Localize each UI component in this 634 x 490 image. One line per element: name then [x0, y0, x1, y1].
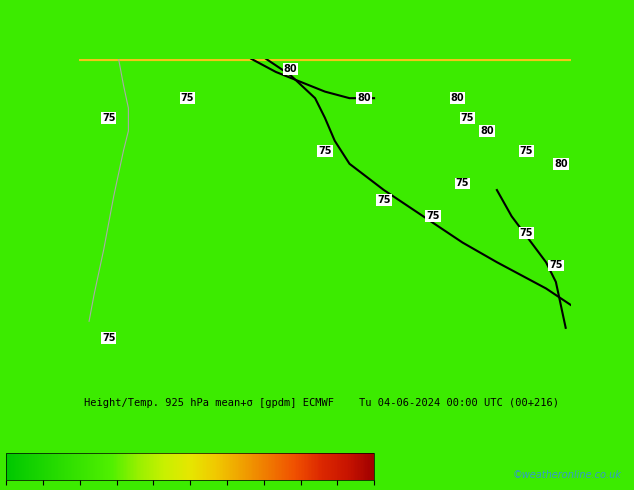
Text: 80: 80: [481, 126, 494, 136]
Text: 75: 75: [102, 333, 115, 343]
Text: 80: 80: [358, 93, 371, 103]
Text: 75: 75: [181, 93, 194, 103]
Text: 75: 75: [520, 228, 533, 238]
Text: 80: 80: [451, 93, 464, 103]
Text: 75: 75: [377, 195, 391, 205]
Text: 75: 75: [461, 113, 474, 123]
Text: 75: 75: [102, 113, 115, 123]
Text: 75: 75: [456, 178, 469, 189]
Text: ©weatheronline.co.uk: ©weatheronline.co.uk: [512, 470, 621, 480]
Text: 75: 75: [318, 146, 332, 156]
Text: 75: 75: [520, 146, 533, 156]
Text: Height/Temp. 925 hPa mean+σ [gpdm] ECMWF    Tu 04-06-2024 00:00 UTC (00+216): Height/Temp. 925 hPa mean+σ [gpdm] ECMWF…: [84, 398, 559, 408]
Text: 75: 75: [426, 211, 440, 221]
Text: 80: 80: [284, 64, 297, 74]
Text: 75: 75: [549, 261, 562, 270]
Text: 80: 80: [554, 159, 567, 169]
